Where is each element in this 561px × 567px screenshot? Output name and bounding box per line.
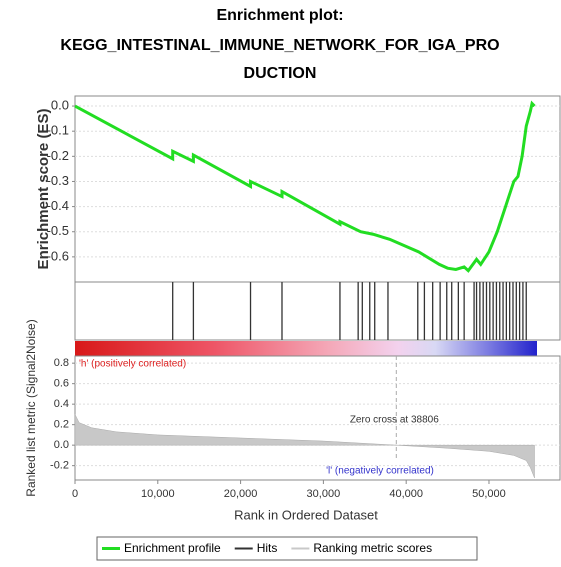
y-axis-label: Enrichment score (ES) — [35, 109, 52, 270]
legend-label: Enrichment profile — [124, 541, 221, 555]
y-axis-label: Ranked list metric (Signal2Noise) — [24, 319, 38, 496]
legend — [96, 536, 478, 561]
metric-panel — [74, 355, 561, 481]
x-axis-label: Rank in Ordered Dataset — [234, 507, 378, 522]
x-tick-label: 40,000 — [389, 488, 423, 500]
y-tick-label: 0.0 — [51, 97, 69, 112]
y-tick-label: 0.8 — [54, 357, 69, 369]
legend-label: Hits — [257, 541, 278, 555]
hits-panel — [74, 281, 561, 341]
y-tick-label: -0.4 — [47, 198, 69, 213]
y-tick-label: 0.4 — [54, 398, 69, 410]
y-tick-label: -0.5 — [47, 223, 69, 238]
chart-subtitle: DUCTION — [244, 65, 317, 82]
y-tick-label: -0.3 — [47, 173, 69, 188]
x-tick-label: 50,000 — [472, 488, 506, 500]
chart-subtitle: KEGG_INTESTINAL_IMMUNE_NETWORK_FOR_IGA_P… — [60, 37, 499, 54]
x-tick-label: 0 — [72, 488, 78, 500]
annotation: 'l' (negatively correlated) — [326, 466, 434, 477]
y-tick-label: 0.2 — [54, 419, 69, 431]
x-tick-label: 30,000 — [307, 488, 341, 500]
x-tick-label: 20,000 — [224, 488, 258, 500]
chart-title: Enrichment plot: — [216, 7, 343, 24]
color-bar — [75, 341, 537, 356]
y-tick-label: -0.6 — [47, 248, 69, 263]
y-tick-label: -0.1 — [47, 123, 69, 138]
y-tick-label: -0.2 — [50, 460, 69, 472]
y-tick-label: 0.6 — [54, 378, 69, 390]
y-tick-label: -0.2 — [47, 148, 69, 163]
y-tick-label: 0.0 — [54, 439, 69, 451]
legend-label: Ranking metric scores — [313, 541, 432, 555]
es-line — [74, 100, 536, 273]
metric-area — [74, 414, 535, 479]
annotation: 'h' (positively correlated) — [79, 359, 186, 370]
x-tick-label: 10,000 — [141, 488, 175, 500]
zero-cross-label: Zero cross at 38806 — [350, 415, 439, 426]
